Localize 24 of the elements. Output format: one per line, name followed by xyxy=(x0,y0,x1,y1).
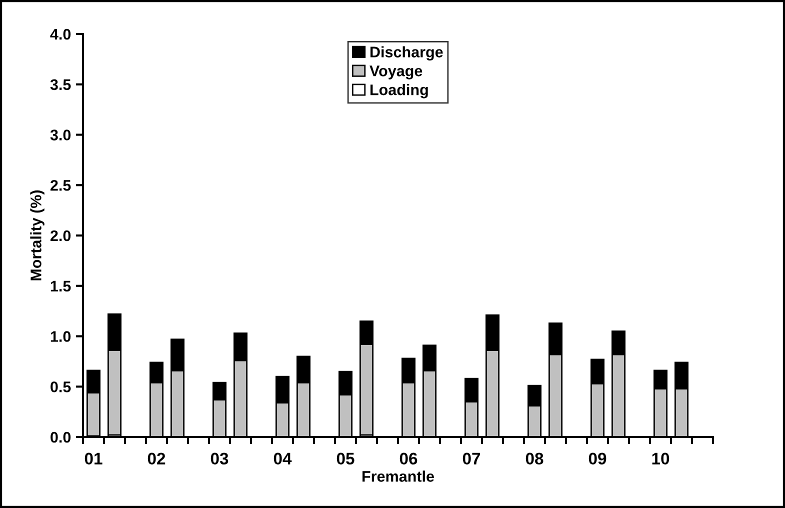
y-tick-label: 4.0 xyxy=(50,28,71,40)
x-tick-label: 09 xyxy=(588,452,606,465)
x-tick-label: 10 xyxy=(652,452,670,465)
y-tick-label: 0.0 xyxy=(50,432,71,443)
y-tick-label: 3.5 xyxy=(50,79,71,90)
x-tick-label: 03 xyxy=(210,452,228,465)
x-tick-label: 04 xyxy=(274,452,292,465)
legend-label: Loading xyxy=(370,84,428,98)
y-tick-label: 1.5 xyxy=(50,280,71,292)
legend-label: Voyage xyxy=(370,66,422,80)
y-axis-title: Mortality (%) xyxy=(30,190,44,280)
x-tick-label: 05 xyxy=(336,452,354,465)
y-tick-label: 2.0 xyxy=(50,230,71,242)
legend-label: Discharge xyxy=(370,46,443,61)
y-tick-label: 2.5 xyxy=(50,180,71,191)
x-tick-label: 01 xyxy=(84,452,102,465)
x-tick-label: 06 xyxy=(400,452,418,465)
y-tick-label: 1.0 xyxy=(50,331,71,342)
x-tick-label: 08 xyxy=(526,452,544,465)
x-tick-label: 02 xyxy=(148,452,166,465)
x-axis-title: Fremantle xyxy=(362,470,434,482)
y-tick-label: 0.5 xyxy=(50,381,71,392)
x-tick-label: 07 xyxy=(462,452,480,465)
y-tick-label: 3.0 xyxy=(50,130,71,140)
